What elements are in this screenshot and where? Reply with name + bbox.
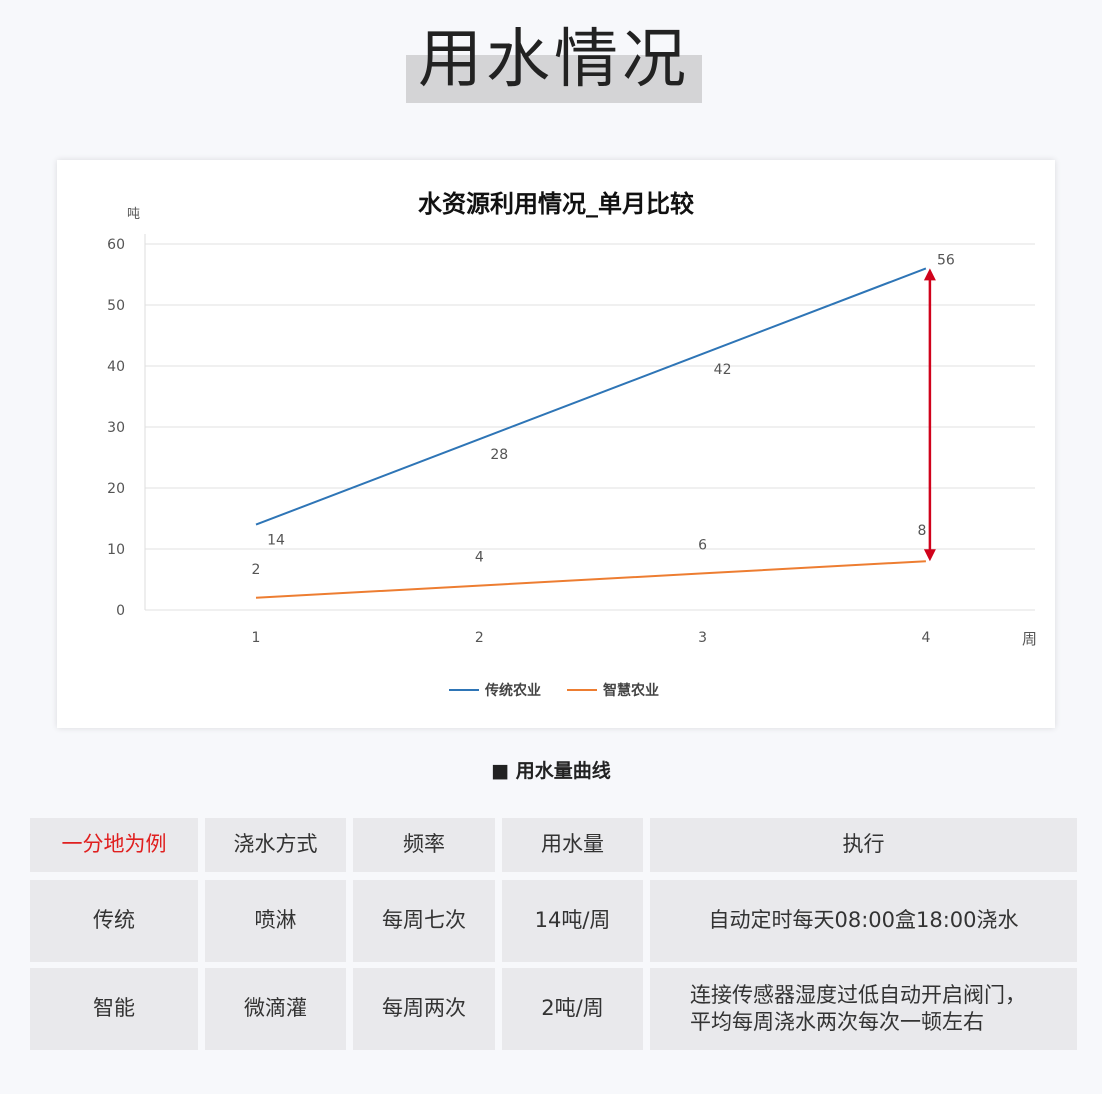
page-title: 用水情况 bbox=[418, 23, 690, 97]
y-tick-label: 0 bbox=[116, 603, 125, 619]
title-background bbox=[406, 55, 702, 103]
y-tick-label: 60 bbox=[107, 237, 125, 253]
chart-card: 水资源利用情况_单月比较吨周 0 10 20 30 40 50 60 1 2 3 4 14 28 42 56 传… bbox=[57, 160, 1055, 728]
table-cell: 传统 bbox=[30, 880, 198, 962]
x-axis-label: 周 bbox=[1022, 630, 1037, 648]
legend-label: 传统农业 bbox=[484, 682, 541, 699]
y-tick-label: 10 bbox=[107, 542, 125, 558]
table-cell: 智能 bbox=[30, 968, 198, 1050]
series-line-1 bbox=[255, 560, 926, 599]
y-tick-label: 20 bbox=[107, 481, 125, 497]
table-header-cell: 一分地为例 bbox=[30, 818, 198, 872]
data-label: 8 bbox=[917, 523, 926, 539]
x-tick-label: 3 bbox=[698, 630, 707, 646]
legend-label: 智慧农业 bbox=[602, 682, 659, 699]
chart-title: 水资源利用情况_单月比较 bbox=[418, 190, 694, 218]
table-cell: 2吨/周 bbox=[502, 968, 643, 1050]
data-label: 2 bbox=[252, 562, 261, 578]
x-tick-label: 4 bbox=[921, 630, 930, 646]
table-cell: 喷淋 bbox=[205, 880, 346, 962]
data-label: 56 bbox=[937, 252, 955, 268]
table-header-cell: 频率 bbox=[353, 818, 495, 872]
data-label: 6 bbox=[698, 537, 707, 553]
table-header-cell: 执行 bbox=[650, 818, 1077, 872]
y-tick-label: 40 bbox=[107, 359, 125, 375]
arrow-head-down bbox=[923, 549, 936, 562]
table-header-cell: 用水量 bbox=[502, 818, 643, 872]
table-cell: 每周七次 bbox=[353, 880, 495, 962]
chart-caption: ■ 用水量曲线 bbox=[491, 760, 611, 782]
table-cell: 连接传感器湿度过低自动开启阀门，平均每周浇水两次每次一顿左右 bbox=[650, 968, 1077, 1050]
table-cell: 14吨/周 bbox=[502, 880, 643, 962]
data-label: 42 bbox=[714, 362, 732, 378]
arrow-head-up bbox=[923, 268, 936, 281]
data-label: 4 bbox=[475, 550, 484, 566]
table-header-cell: 浇水方式 bbox=[205, 818, 346, 872]
table-cell: 微滴灌 bbox=[205, 968, 346, 1050]
y-axis-label: 吨 bbox=[127, 207, 140, 222]
x-tick-label: 2 bbox=[475, 630, 484, 646]
table-cell: 自动定时每天08:00盒18:00浇水 bbox=[650, 880, 1077, 962]
x-tick-label: 1 bbox=[252, 630, 261, 646]
data-label: 14 bbox=[267, 533, 285, 549]
table-cell: 每周两次 bbox=[353, 968, 495, 1050]
y-tick-label: 50 bbox=[107, 298, 125, 314]
series-line-0 bbox=[255, 267, 927, 526]
y-tick-label: 30 bbox=[107, 420, 125, 436]
data-label: 28 bbox=[490, 447, 508, 463]
